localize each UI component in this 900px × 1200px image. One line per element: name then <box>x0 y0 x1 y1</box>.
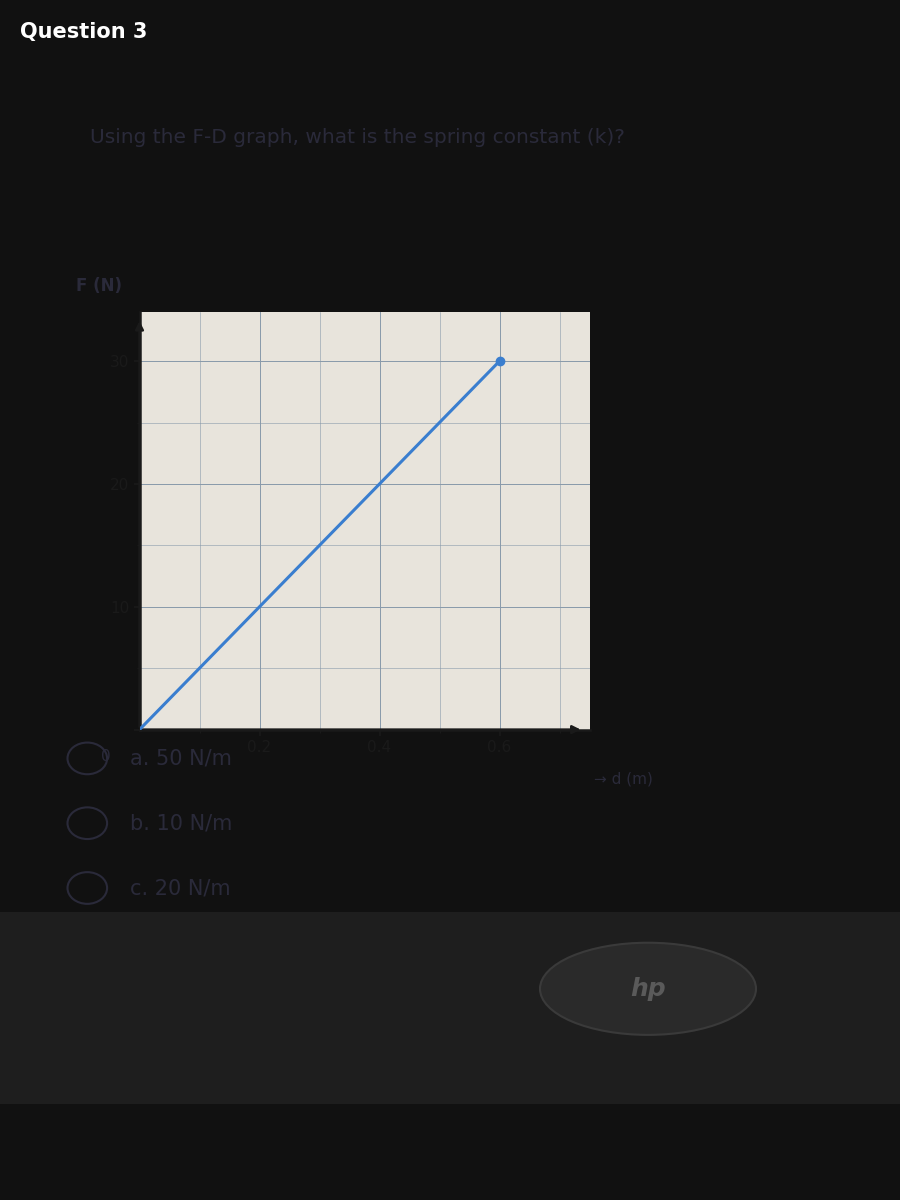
Text: a. 50 N/m: a. 50 N/m <box>130 749 232 768</box>
Bar <box>0 912 900 1104</box>
Text: Using the F-D graph, what is the spring constant (k)?: Using the F-D graph, what is the spring … <box>90 128 625 148</box>
Text: hp: hp <box>630 977 666 1001</box>
Text: d. 5 N/m: d. 5 N/m <box>130 943 220 962</box>
Text: 0: 0 <box>101 749 111 764</box>
Text: F (N): F (N) <box>76 277 122 295</box>
Text: Question 3: Question 3 <box>20 22 148 42</box>
Text: b. 10 N/m: b. 10 N/m <box>130 814 233 833</box>
Text: c. 20 N/m: c. 20 N/m <box>130 878 231 898</box>
Circle shape <box>540 943 756 1034</box>
Text: → d (m): → d (m) <box>594 772 652 786</box>
